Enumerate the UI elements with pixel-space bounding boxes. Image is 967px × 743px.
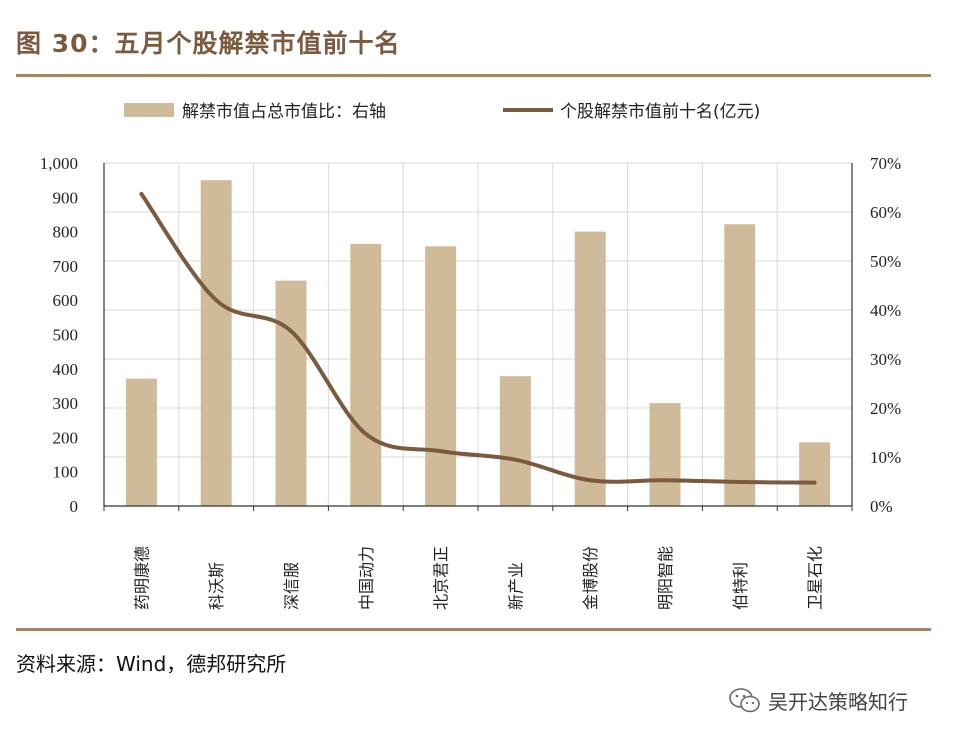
y-left-tick-label: 300 — [53, 394, 79, 413]
y-left-tick-label: 900 — [53, 188, 79, 207]
x-tick-label: 卫星石化 — [806, 546, 825, 610]
bar — [499, 376, 531, 506]
bar — [350, 243, 382, 506]
bar — [275, 280, 307, 506]
y-right-tick-label: 0% — [870, 497, 893, 516]
bar — [425, 246, 457, 507]
series-line — [139, 191, 817, 485]
y-right-tick-label: 70% — [870, 154, 901, 173]
bar — [574, 231, 606, 506]
x-tick-label: 伯特利 — [731, 562, 750, 610]
y-left-tick-label: 200 — [53, 428, 79, 447]
y-left-tick-label: 100 — [53, 463, 79, 482]
x-tick-label: 金博股份 — [581, 546, 600, 610]
legend-line-label: 个股解禁市值前十名(亿元) — [560, 102, 760, 122]
legend-bar-swatch — [124, 103, 174, 117]
x-tick-label: 药明康德 — [132, 546, 151, 610]
bottom-divider — [16, 628, 931, 631]
watermark-text: 吴开达策略知行 — [768, 690, 908, 714]
top-divider — [16, 74, 931, 77]
watermark: 吴开达策略知行 — [728, 686, 908, 715]
wechat-icon — [729, 687, 760, 712]
x-tick-label: 明阳智能 — [656, 546, 675, 610]
x-tick-label: 北京君正 — [432, 546, 451, 610]
y-left-tick-label: 1,000 — [40, 154, 78, 173]
figure-title: 图 30：五月个股解禁市值前十名 — [16, 29, 401, 58]
y-left-tick-label: 800 — [53, 223, 79, 242]
y-right-tick-label: 40% — [870, 301, 901, 320]
y-left-tick-label: 500 — [53, 326, 79, 345]
y-left-tick-label: 600 — [53, 291, 79, 310]
chart: 解禁市值占总市值比：右轴 个股解禁市值前十名(亿元) 0% 10% 20% 30% 40… — [40, 102, 901, 610]
bar — [799, 442, 831, 506]
bar — [200, 180, 232, 506]
y-left-tick-label: 700 — [53, 257, 79, 276]
y-right-tick-label: 10% — [870, 448, 901, 467]
legend: 解禁市值占总市值比：右轴 个股解禁市值前十名(亿元) — [124, 102, 760, 122]
x-tick-label: 科沃斯 — [207, 562, 226, 610]
y-right-tick-label: 60% — [870, 203, 901, 222]
y-right-tick-label: 20% — [870, 399, 901, 418]
bar — [724, 224, 756, 506]
legend-bar-label: 解禁市值占总市值比：右轴 — [182, 102, 386, 122]
y-left-tick-label: 0 — [70, 497, 79, 516]
plot-area: 0% 10% 20% 30% 40% 50% 60% 70% 0 100 200 300 400 500 6… — [40, 154, 901, 610]
x-tick-label: 深信服 — [282, 562, 301, 610]
y-right-tick-label: 30% — [870, 350, 901, 369]
source-note: 资料来源：Wind，德邦研究所 — [16, 652, 287, 676]
y-left-tick-label: 400 — [53, 360, 79, 379]
x-tick-label: 中国动力 — [357, 546, 376, 610]
x-tick-label: 新产业 — [506, 562, 525, 610]
bar — [125, 378, 157, 506]
y-right-tick-label: 50% — [870, 252, 901, 271]
bar — [649, 403, 681, 506]
